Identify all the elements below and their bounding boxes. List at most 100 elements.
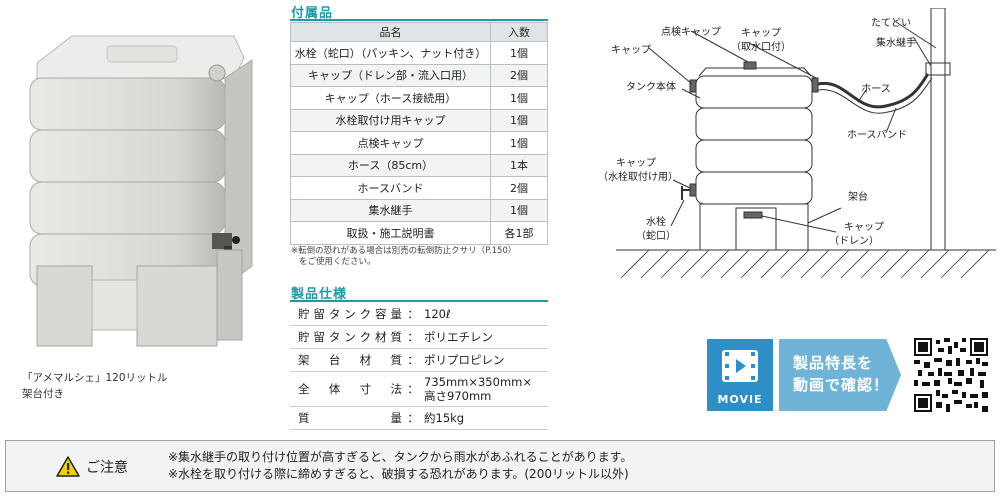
label-tank-body: タンク本体 bbox=[626, 80, 676, 93]
faucet-cap bbox=[689, 183, 697, 197]
spec-row: 貯留タンク容量 ： 120ℓ bbox=[290, 303, 548, 326]
caution-line2: ※水栓を取り付ける際に締めすぎると、破損する恐れがあります。(200リットル以外… bbox=[168, 467, 629, 481]
spec-label-char: 寸 bbox=[359, 382, 372, 396]
film-play-icon bbox=[722, 350, 758, 382]
spec-label-char: 架 bbox=[298, 353, 310, 367]
spec-label-char: タ bbox=[328, 330, 341, 344]
item-qty: 1個 bbox=[490, 86, 548, 110]
spec-label-char: 材 bbox=[359, 353, 372, 367]
table-row: 点検キャップ 1個 bbox=[290, 131, 548, 155]
item-name: 水栓取付け用キャップ bbox=[290, 108, 491, 132]
spec-label-char: ン bbox=[344, 330, 356, 344]
drain-cap bbox=[743, 211, 763, 219]
spec-value-line1: ポリエチレン bbox=[424, 330, 493, 344]
product-photo bbox=[29, 35, 253, 347]
note-line2: をご使用ください。 bbox=[299, 257, 376, 267]
label-hose: ホース bbox=[861, 83, 891, 95]
caution-line1: ※集水継手の取り付け位置が高すぎると、タンクから雨水があふれることがあります。 bbox=[168, 450, 633, 464]
spec-label-char: 留 bbox=[313, 330, 325, 344]
caution-title: ご注意 bbox=[86, 459, 128, 476]
table-row: 取扱・施工説明書 各1部 bbox=[290, 221, 548, 245]
spec-value: 120ℓ bbox=[424, 307, 548, 321]
spec-label: 全体寸法 bbox=[298, 381, 402, 397]
spec-value: 735mm×350mm× 高さ970mm bbox=[424, 375, 548, 403]
spec-value-line1: 120ℓ bbox=[424, 307, 451, 321]
photo-caption: 「アメマルシェ」120リットル 架台付き bbox=[22, 370, 168, 402]
spec-row: 架 台 材 質 ： ポリプロピレン bbox=[290, 349, 548, 372]
label-cap-intake-sub: （取水口付） bbox=[731, 40, 791, 53]
spec-label-char: 留 bbox=[313, 307, 325, 321]
movie-cta: 製品特長を 動画で確認！ bbox=[779, 339, 901, 411]
table-row: キャップ（ホース接続用） 1個 bbox=[290, 86, 548, 110]
col-qty-header: 入数 bbox=[490, 22, 548, 42]
item-name: ホースバンド bbox=[290, 176, 491, 200]
spec-value: ポリエチレン bbox=[424, 330, 548, 344]
spec-value-line1: 735mm×350mm× bbox=[424, 375, 532, 389]
spec-label-char: ン bbox=[344, 307, 356, 321]
installation-diagram: 点検キャップ キャップ キャップ （取水口付） タンク本体 たてどい 集水継手 … bbox=[598, 8, 996, 279]
spec-label-char: 質 bbox=[390, 353, 402, 367]
spec-colon: ： bbox=[407, 307, 419, 321]
item-qty: 2個 bbox=[490, 176, 548, 200]
caution-text: ※集水継手の取り付け位置が高すぎると、タンクから雨水があふれることがあります。 … bbox=[168, 449, 632, 483]
specs-list: 貯留タンク容量： 120ℓ 貯留タンク材質：ポリエチレン架台材質：ポリプロピレン全体… bbox=[290, 303, 548, 430]
spec-colon: ： bbox=[407, 330, 419, 344]
item-name: 点検キャップ bbox=[290, 131, 491, 155]
note-line1: ※転倒の恐れがある場合は別売の転倒防止クサリ（P.150） bbox=[291, 246, 517, 256]
table-row: 水栓取付け用キャップ 1個 bbox=[290, 108, 548, 132]
spec-label-char: ク bbox=[359, 330, 372, 344]
intake-cap bbox=[811, 77, 819, 93]
table-header-row: 品名 入数 bbox=[290, 22, 548, 42]
specs-heading: 製品仕様 bbox=[291, 287, 348, 302]
spec-colon: ： bbox=[407, 382, 419, 396]
spec-label: 質量 bbox=[298, 410, 402, 426]
spec-label-char: 量 bbox=[390, 411, 403, 425]
label-downspout: たてどい bbox=[871, 17, 911, 29]
hose bbox=[817, 73, 930, 109]
item-name: キャップ（ホース接続用） bbox=[290, 86, 491, 110]
spec-colon: ： bbox=[407, 411, 419, 425]
accessories-table: 品名 入数 水栓（蛇口）（パッキン、ナット付き） 1個 キャップ（ドレン部・流入口… bbox=[290, 22, 548, 245]
accessories-heading: 付属品 bbox=[291, 6, 334, 21]
spec-label-char: 貯 bbox=[298, 307, 310, 321]
spec-label-char: 容 bbox=[375, 307, 387, 321]
item-name: ホース（85cm） bbox=[290, 153, 491, 177]
accessories-divider bbox=[290, 19, 548, 21]
label-cap-drain: キャップ bbox=[844, 221, 884, 233]
spec-label: 貯留タンク容量 bbox=[298, 306, 402, 322]
movie-label: MOVIE bbox=[717, 393, 763, 406]
label-faucet: 水栓 bbox=[646, 215, 666, 228]
table-row: ホースバンド 2個 bbox=[290, 176, 548, 200]
spec-label-char: タ bbox=[328, 307, 341, 321]
spec-label-char: 質 bbox=[390, 330, 402, 344]
label-stand: 架台 bbox=[848, 190, 868, 203]
caution-box: ご注意 ※集水継手の取り付け位置が高すぎると、タンクから雨水があふれることがあり… bbox=[5, 440, 995, 492]
hose-edge bbox=[817, 77, 933, 114]
photo-caption-line2: 架台付き bbox=[22, 388, 64, 400]
caution-header: ご注意 bbox=[56, 456, 128, 477]
tank-band bbox=[695, 107, 813, 141]
spec-label: 貯留タンク材質 bbox=[298, 329, 402, 345]
spec-label-char: 質 bbox=[298, 411, 310, 425]
spec-value: 約15kg bbox=[424, 411, 548, 425]
faucet bbox=[681, 186, 690, 200]
inspection-cap bbox=[743, 61, 757, 70]
table-row: ホース（85cm） 1本 bbox=[290, 153, 548, 177]
label-cap-drain-sub: （ドレン） bbox=[829, 235, 879, 247]
item-name: 水栓（蛇口）（パッキン、ナット付き） bbox=[290, 41, 491, 65]
spec-label: 架台材質 bbox=[298, 352, 402, 368]
label-cap-top: キャップ bbox=[611, 44, 651, 56]
accessories-note: ※転倒の恐れがある場合は別売の転倒防止クサリ（P.150） をご使用ください。 bbox=[291, 246, 551, 268]
movie-badge: MOVIE bbox=[707, 339, 773, 411]
warning-icon bbox=[56, 456, 80, 477]
item-name: キャップ（ドレン部・流入口用） bbox=[290, 63, 491, 87]
spec-colon: ： bbox=[407, 353, 419, 367]
qr-code[interactable] bbox=[914, 338, 988, 412]
stand-body bbox=[699, 203, 809, 251]
ground-hatch bbox=[620, 249, 990, 279]
item-qty: 1個 bbox=[490, 108, 548, 132]
movie-banner[interactable]: MOVIE 製品特長を 動画で確認！ bbox=[707, 339, 905, 411]
downspout-pipe bbox=[930, 8, 946, 251]
spec-label-char: 材 bbox=[375, 330, 387, 344]
col-name-header: 品名 bbox=[290, 22, 491, 42]
